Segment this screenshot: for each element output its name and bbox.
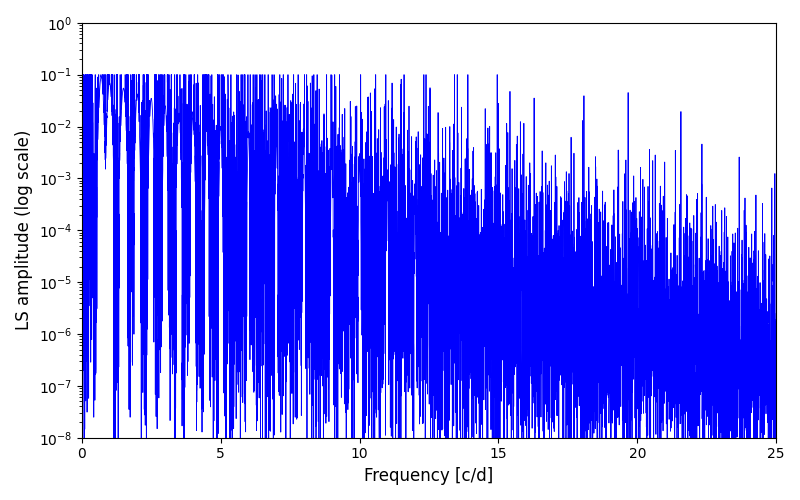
X-axis label: Frequency [c/d]: Frequency [c/d] bbox=[364, 467, 494, 485]
Y-axis label: LS amplitude (log scale): LS amplitude (log scale) bbox=[15, 130, 33, 330]
